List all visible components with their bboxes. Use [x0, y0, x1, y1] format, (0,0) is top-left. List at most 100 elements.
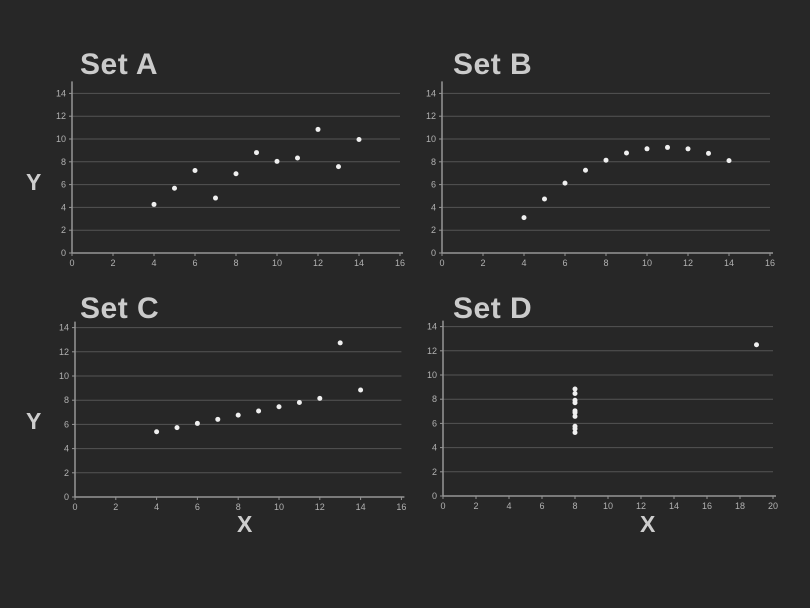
data-point — [358, 387, 364, 393]
x-tick-label: 0 — [69, 258, 74, 268]
data-point — [233, 171, 239, 177]
data-point — [521, 215, 527, 221]
y-tick-label: 4 — [64, 444, 69, 454]
y-tick-label: 12 — [59, 347, 69, 357]
chart-title-set-d: Set D — [453, 292, 533, 325]
x-axis-label-set-d: X — [640, 511, 656, 537]
y-tick-label: 4 — [431, 202, 436, 212]
y-tick-label: 2 — [432, 467, 437, 477]
data-point — [174, 425, 180, 431]
data-point — [726, 158, 732, 164]
x-tick-label: 4 — [154, 502, 159, 512]
scatter-plot-set-c: 0 2 4 6 8 10 12 14 0 2 4 6 8 10 12 14 16 — [59, 321, 406, 512]
x-tick-label: 16 — [765, 258, 775, 268]
y-tick-label: 14 — [56, 88, 66, 98]
x-tick-label: 8 — [603, 258, 608, 268]
data-point — [151, 201, 157, 207]
x-tick-label: 8 — [233, 258, 238, 268]
y-tick-label: 8 — [432, 394, 437, 404]
y-tick-label: 6 — [432, 418, 437, 428]
data-point — [706, 150, 711, 156]
data-point — [256, 408, 262, 414]
y-tick-label: 4 — [61, 202, 66, 212]
data-point — [644, 146, 650, 152]
y-axis-label-bottom-row: Y — [26, 408, 42, 434]
y-tick-label: 6 — [431, 180, 436, 190]
x-tick-label: 4 — [521, 258, 526, 268]
x-tick-label: 2 — [480, 258, 485, 268]
x-tick-label: 2 — [110, 258, 115, 268]
y-tick-label: 0 — [431, 248, 436, 258]
data-point — [583, 167, 588, 173]
y-tick-label: 2 — [64, 468, 69, 478]
y-tick-label: 14 — [59, 323, 69, 333]
x-tick-label: 12 — [313, 258, 323, 268]
data-point — [356, 136, 362, 142]
data-point — [337, 340, 343, 346]
data-point — [295, 155, 300, 161]
x-tick-label: 6 — [192, 258, 197, 268]
y-tick-label: 10 — [427, 370, 437, 380]
data-point — [315, 126, 321, 132]
x-tick-label: 4 — [151, 258, 156, 268]
x-tick-label: 2 — [473, 501, 478, 511]
y-tick-label: 10 — [59, 371, 69, 381]
data-point — [192, 167, 198, 173]
x-tick-label: 10 — [642, 258, 652, 268]
y-tick-label: 4 — [432, 443, 437, 453]
x-tick-label: 4 — [506, 501, 511, 511]
x-tick-label: 20 — [768, 501, 778, 511]
data-point — [336, 164, 341, 170]
x-tick-label: 10 — [272, 258, 282, 268]
y-tick-label: 8 — [61, 157, 66, 167]
data-point — [254, 150, 259, 156]
x-tick-label: 16 — [395, 258, 405, 268]
y-tick-label: 0 — [61, 248, 66, 258]
y-tick-label: 12 — [427, 346, 437, 356]
scatter-plot-set-a: 0 2 4 6 8 10 12 14 0 2 4 6 8 10 12 14 16 — [56, 81, 405, 268]
y-tick-label: 6 — [61, 180, 66, 190]
data-point — [276, 404, 282, 410]
x-tick-label: 12 — [315, 502, 325, 512]
data-point — [572, 408, 578, 414]
y-tick-label: 10 — [426, 134, 436, 144]
x-tick-label: 12 — [636, 501, 646, 511]
data-point — [572, 423, 578, 429]
chart-title-set-b: Set B — [453, 48, 533, 81]
x-tick-label: 18 — [735, 501, 745, 511]
x-tick-label: 6 — [562, 258, 567, 268]
data-point — [572, 397, 578, 403]
data-point — [317, 395, 323, 401]
data-point — [154, 429, 160, 435]
chart-title-set-a: Set A — [80, 48, 159, 81]
y-tick-label: 0 — [432, 491, 437, 501]
x-tick-label: 16 — [396, 502, 406, 512]
data-point — [215, 416, 221, 422]
scatter-plot-set-d: 0 2 4 6 8 10 12 14 0 2 4 6 8 10 12 14 16 18 20 — [427, 320, 778, 511]
x-tick-label: 16 — [702, 501, 712, 511]
data-point — [685, 146, 691, 152]
y-tick-label: 12 — [56, 111, 66, 121]
y-tick-label: 0 — [64, 492, 69, 502]
x-tick-label: 0 — [72, 502, 77, 512]
x-tick-label: 8 — [572, 501, 577, 511]
data-point — [572, 429, 578, 435]
data-point — [194, 420, 200, 426]
y-tick-label: 6 — [64, 419, 69, 429]
x-tick-label: 8 — [236, 502, 241, 512]
data-point — [665, 144, 670, 150]
y-tick-label: 8 — [64, 395, 69, 405]
data-point — [572, 391, 578, 397]
data-point — [296, 399, 302, 405]
x-tick-label: 14 — [669, 501, 679, 511]
data-point — [572, 413, 578, 419]
chart-title-set-c: Set C — [80, 292, 160, 325]
x-axis-label-set-c: X — [237, 511, 253, 537]
x-tick-label: 0 — [439, 258, 444, 268]
y-tick-label: 2 — [431, 225, 436, 235]
data-point — [754, 342, 759, 348]
x-tick-label: 6 — [195, 502, 200, 512]
x-tick-label: 2 — [113, 502, 118, 512]
